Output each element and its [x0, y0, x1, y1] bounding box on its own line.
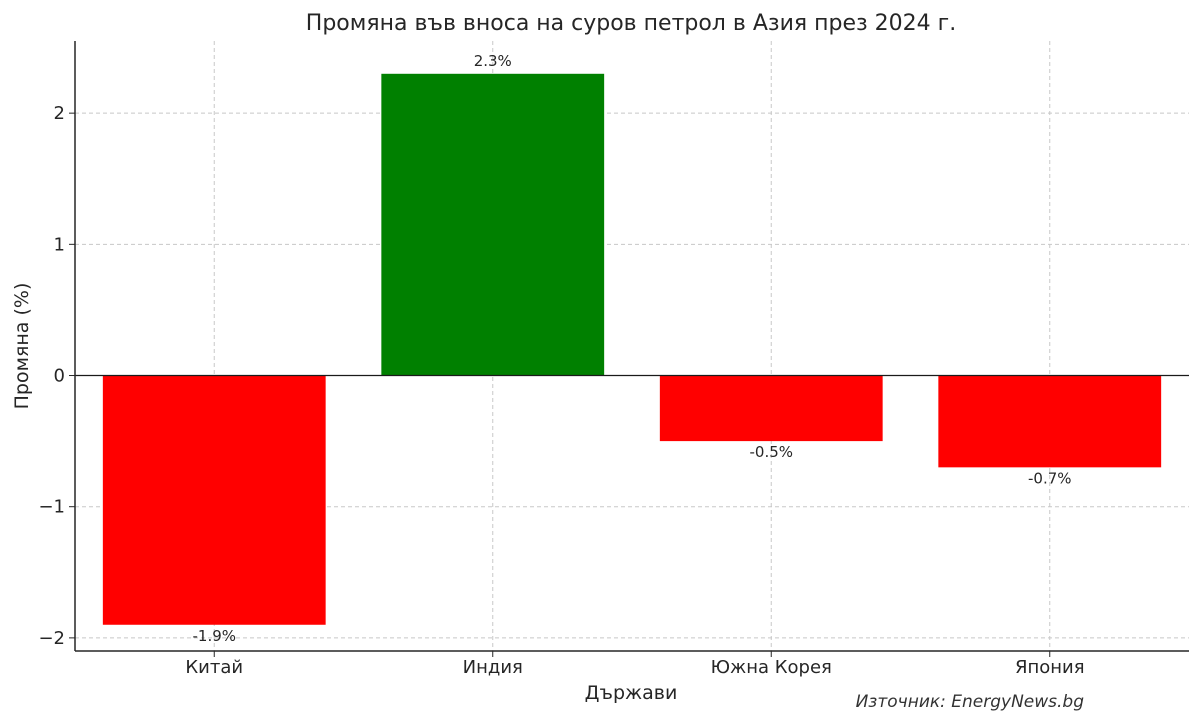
- x-tick-label: Индия: [463, 657, 523, 678]
- bar: [938, 375, 1162, 468]
- bar: [102, 375, 326, 625]
- bar: [381, 73, 605, 376]
- bar-value-label: -0.7%: [1028, 469, 1072, 487]
- x-tick-label: Япония: [1015, 657, 1085, 678]
- chart-title: Промяна във вноса на суров петрол в Азия…: [306, 11, 956, 36]
- x-tick-label: Китай: [185, 657, 243, 678]
- x-axis-label: Държави: [585, 682, 678, 704]
- y-tick-label: 2: [54, 103, 65, 124]
- axes: [74, 41, 1189, 652]
- y-tick-label: −1: [38, 497, 65, 518]
- x-tick-label: Южна Корея: [711, 657, 832, 678]
- bars: [102, 73, 1162, 625]
- y-ticks: −2 −1 0 1 2: [38, 103, 75, 649]
- bar-value-label: -1.9%: [192, 627, 236, 645]
- bar: [659, 375, 883, 442]
- bar-value-label: 2.3%: [474, 52, 512, 70]
- bar-value-label: -0.5%: [749, 443, 793, 461]
- y-axis-label: Промяна (%): [11, 283, 33, 410]
- y-tick-label: 1: [54, 234, 65, 255]
- y-tick-label: 0: [54, 366, 65, 387]
- data-labels: -1.9% 2.3% -0.5% -0.7%: [192, 52, 1071, 645]
- x-ticks: Китай Индия Южна Корея Япония: [185, 651, 1085, 678]
- y-tick-label: −2: [38, 628, 65, 649]
- source-label: Източник: EnergyNews.bg: [856, 692, 1085, 712]
